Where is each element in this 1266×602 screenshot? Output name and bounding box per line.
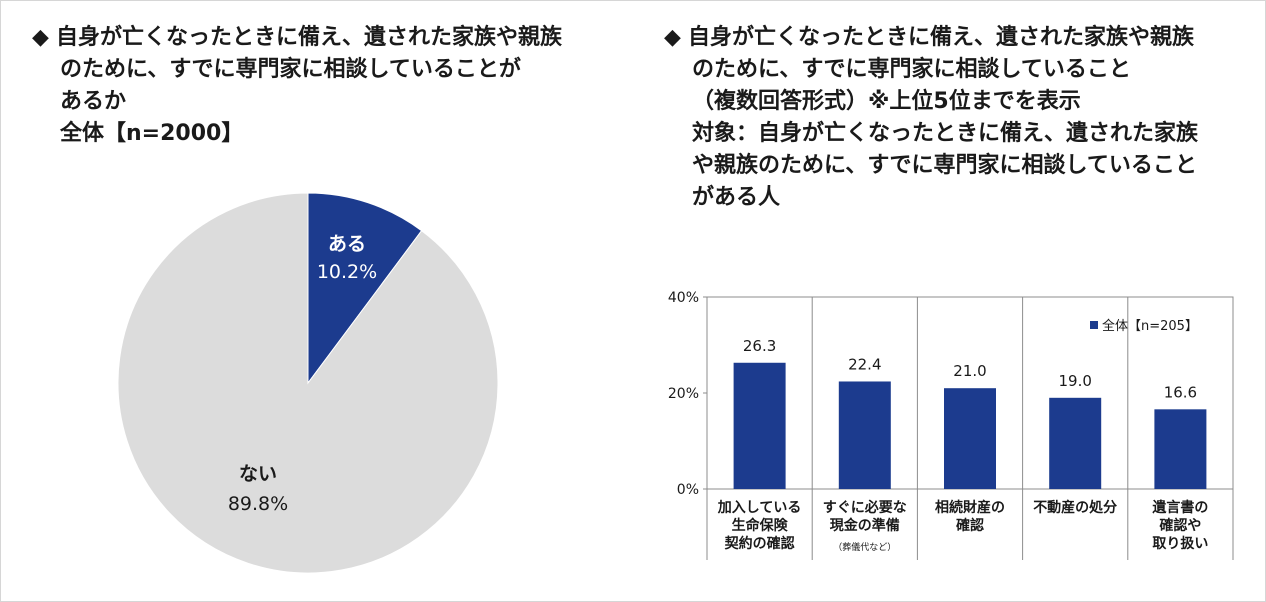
pie-title-line: 自身が亡くなったときに備え、遺された家族や親族 [56,25,563,50]
pie-chart-title: ◆ 自身が亡くなったときに備え、遺された家族や親族 のために、すでに専門家に相談し… [32,22,612,150]
bar-title-line: のために、すでに専門家に相談していること [692,57,1131,82]
diamond-bullet-icon: ◆ [32,25,49,50]
bar-title-line: や親族のために、すでに専門家に相談していること [692,153,1197,178]
pie-title-line: 全体【n=2000】 [60,121,244,146]
pie-title-line: あるか [60,89,127,114]
bar-chart-title: ◆ 自身が亡くなったときに備え、遺された家族や親族 のために、すでに専門家に相談し… [664,22,1244,214]
diamond-bullet-icon: ◆ [664,25,681,50]
bar-title-line: がある人 [692,185,781,210]
bar-title-line: 自身が亡くなったときに備え、遺された家族や親族 [688,25,1195,50]
pie-title-line: のために、すでに専門家に相談していることが [60,57,521,82]
bar-title-line: （複数回答形式）※上位5位までを表示 [692,89,1081,114]
bar-title-line: 対象：自身が亡くなったときに備え、遺された家族 [692,121,1199,146]
